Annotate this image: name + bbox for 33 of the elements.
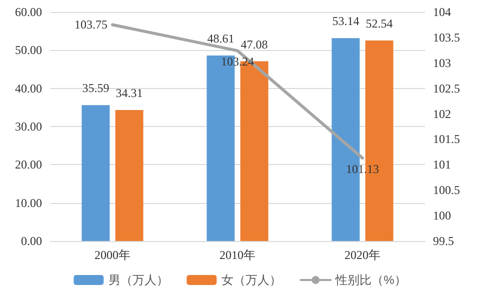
y2-tick-label: 103.5 bbox=[433, 30, 460, 44]
x-tick-label: 2020年 bbox=[344, 248, 380, 262]
y2-tick-label: 103 bbox=[433, 56, 451, 70]
y-tick-label: 50.00 bbox=[15, 43, 42, 58]
y2-tick-label: 100.5 bbox=[433, 183, 460, 198]
data-label: 34.31 bbox=[116, 86, 143, 100]
data-label: 35.59 bbox=[82, 81, 110, 96]
y2-tick-label: 100 bbox=[433, 208, 451, 223]
y-tick-label: 0.00 bbox=[21, 234, 42, 248]
y2-tick-label: 101.5 bbox=[433, 132, 460, 146]
legend-label: 性别比（%） bbox=[334, 273, 406, 287]
x-tick-label: 2010年 bbox=[220, 248, 256, 262]
data-label: 103.75 bbox=[74, 18, 108, 32]
y-tick-label: 30.00 bbox=[15, 120, 42, 134]
bar bbox=[115, 110, 144, 241]
y2-tick-label: 101 bbox=[433, 158, 451, 172]
data-label: 53.14 bbox=[332, 14, 360, 28]
bar bbox=[82, 105, 110, 241]
y2-tick-label: 102.5 bbox=[433, 81, 460, 96]
data-label: 101.13 bbox=[346, 162, 379, 176]
data-label: 52.54 bbox=[366, 16, 393, 30]
y2-tick-label: 102 bbox=[433, 106, 451, 121]
y2-tick-label: 104 bbox=[433, 5, 451, 19]
y-tick-label: 10.00 bbox=[15, 196, 42, 210]
y-tick-label: 60.00 bbox=[15, 5, 42, 19]
legend-label: 女（万人） bbox=[222, 273, 282, 287]
legend-label: 男（万人） bbox=[108, 273, 169, 287]
y-tick-label: 40.00 bbox=[15, 81, 42, 96]
y-tick-label: 20.00 bbox=[15, 158, 42, 172]
data-label: 47.08 bbox=[240, 37, 268, 52]
y2-tick-label: 99.5 bbox=[433, 234, 454, 248]
x-tick-label: 2000年 bbox=[94, 248, 130, 262]
data-label: 48.61 bbox=[207, 31, 234, 46]
